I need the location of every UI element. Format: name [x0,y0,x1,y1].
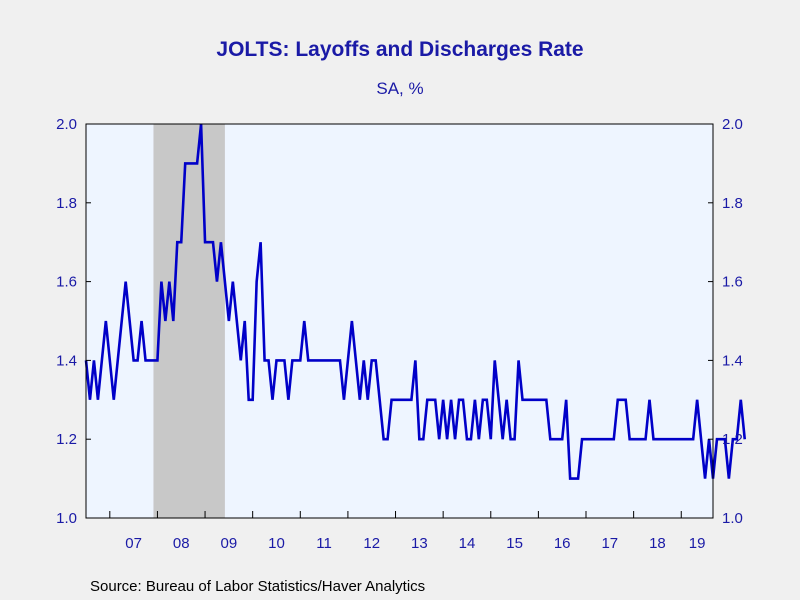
x-tick-label: 12 [363,535,380,552]
y-tick-label-right: 2.0 [722,116,743,133]
y-tick-label-right: 1.2 [722,431,743,448]
x-tick-label: 08 [173,535,190,552]
x-tick-label: 11 [316,535,332,552]
x-tick-label: 18 [649,535,666,552]
x-tick-label: 19 [689,535,706,552]
x-tick-label: 07 [125,535,142,552]
y-tick-label-left: 1.8 [56,195,77,212]
x-tick-label: 13 [411,535,428,552]
y-tick-label-right: 1.4 [722,352,743,369]
plot-frame [85,123,714,519]
y-tick-label-right: 1.8 [722,195,743,212]
x-tick-label: 09 [221,535,238,552]
y-tick-label-left: 2.0 [56,116,77,133]
chart-subtitle: SA, % [376,79,424,98]
y-tick-label-left: 1.0 [56,510,77,527]
chart-title: JOLTS: Layoffs and Discharges Rate [216,38,584,61]
y-tick-label-left: 1.6 [56,274,77,291]
y-tick-label-right: 1.0 [722,510,743,527]
x-tick-label: 17 [601,535,618,552]
y-tick-label-left: 1.4 [56,352,77,369]
x-tick-label: 14 [459,535,476,552]
y-tick-label-right: 1.6 [722,274,743,291]
x-tick-label: 10 [268,535,285,552]
series-line-0 [84,123,747,480]
source-note: Source: Bureau of Labor Statistics/Haver… [90,578,426,595]
y-tick-label-left: 1.2 [56,431,77,448]
x-tick-label: 15 [506,535,523,552]
x-tick-label: 16 [554,535,571,552]
